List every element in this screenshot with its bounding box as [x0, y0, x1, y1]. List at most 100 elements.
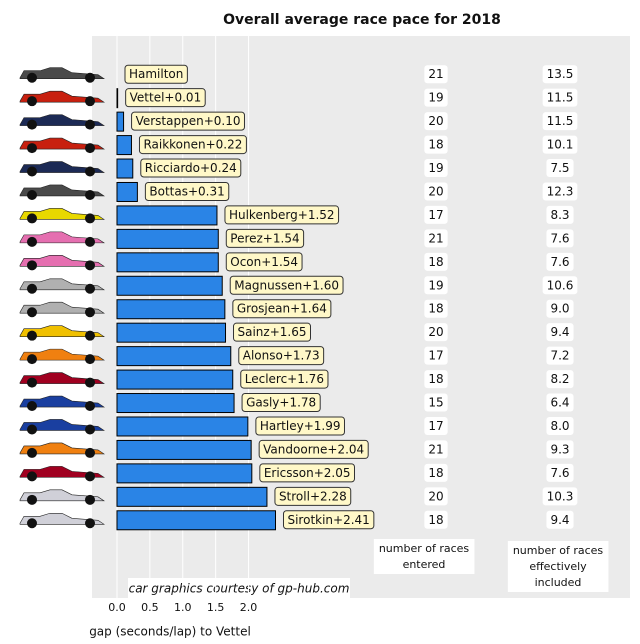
- column-header-line: included: [535, 576, 582, 589]
- data-label-box: [224, 205, 340, 225]
- races-entered: 18: [428, 255, 443, 269]
- races-included: 7.6: [550, 466, 569, 480]
- races-included: 7.2: [550, 349, 569, 363]
- races-included: 12.3: [547, 184, 574, 198]
- car-wheel: [85, 236, 95, 247]
- data-label-box: [144, 181, 230, 201]
- data-label-box: [124, 64, 188, 84]
- bar: [116, 369, 234, 390]
- races-included: 8.2: [550, 372, 569, 386]
- data-label-box: [125, 88, 206, 108]
- cell-box: [542, 112, 578, 131]
- cell-box: [546, 370, 574, 389]
- cell-box: [546, 205, 574, 224]
- races-entered: 18: [428, 138, 443, 152]
- data-label-box: [229, 275, 344, 295]
- cell-box: [424, 393, 448, 412]
- car-wheel: [27, 96, 37, 107]
- races-included: 9.4: [550, 513, 569, 527]
- car-body: [19, 301, 105, 314]
- cell-box: [546, 229, 574, 248]
- car-body: [19, 137, 105, 150]
- races-included: 11.5: [547, 114, 574, 128]
- cell-box: [546, 510, 574, 529]
- car-body: [19, 114, 105, 126]
- data-label-box: [225, 252, 303, 272]
- races-included: 7.5: [550, 161, 569, 175]
- data-label: Raikkonen+0.22: [143, 138, 242, 152]
- data-label: Bottas+0.31: [149, 184, 224, 198]
- data-label: Sirotkin+2.41: [287, 513, 369, 527]
- bar: [116, 346, 232, 367]
- cell-box: [542, 182, 578, 201]
- races-entered: 17: [428, 208, 443, 222]
- data-label-box: [131, 111, 245, 131]
- data-label: Hartley+1.99: [260, 419, 341, 433]
- data-label-box: [282, 510, 375, 530]
- car-wheel: [85, 119, 95, 130]
- races-entered: 19: [428, 278, 443, 292]
- car-wheel: [27, 166, 37, 177]
- column-header-box: [373, 539, 475, 574]
- car-wheel: [27, 377, 37, 388]
- bar: [116, 299, 226, 320]
- car-wheel: [27, 401, 37, 412]
- car-body: [19, 161, 105, 173]
- bar: [116, 111, 125, 132]
- x-axis-label: gap (seconds/lap) to Vettel: [89, 625, 251, 639]
- data-label: Ocon+1.54: [230, 255, 298, 269]
- bar: [116, 135, 132, 156]
- data-label: Verstappen+0.10: [136, 114, 241, 128]
- races-entered: 20: [428, 489, 443, 503]
- bar: [116, 416, 249, 437]
- car-wheel: [85, 143, 95, 154]
- car-wheel: [27, 260, 37, 271]
- data-label: Perez+1.54: [230, 231, 299, 245]
- column-header-line: number of races: [379, 542, 470, 555]
- cell-box: [542, 88, 578, 107]
- car-wheel: [85, 213, 95, 224]
- car-wheel: [85, 401, 95, 412]
- car-wheel: [85, 471, 95, 482]
- cell-box: [424, 346, 448, 365]
- car-wheel: [27, 424, 37, 435]
- caption: car graphics courtesy of gp-hub.com: [129, 582, 350, 596]
- races-included: 9.3: [550, 442, 569, 456]
- races-entered: 20: [428, 184, 443, 198]
- cell-box: [546, 346, 574, 365]
- car-wheel: [85, 96, 95, 107]
- bar: [116, 322, 227, 343]
- column-header-line: entered: [403, 558, 446, 571]
- races-entered: 17: [428, 349, 443, 363]
- cell-box: [546, 252, 574, 271]
- bar: [116, 228, 219, 249]
- cell-box: [424, 440, 448, 459]
- data-label: Sainz+1.65: [238, 325, 307, 339]
- car-wheel: [27, 494, 37, 505]
- car-wheel: [27, 447, 37, 458]
- bar: [116, 158, 134, 179]
- data-label-box: [232, 299, 332, 319]
- data-label-box: [238, 346, 325, 366]
- races-included: 11.5: [547, 91, 574, 105]
- car-body: [19, 67, 105, 80]
- data-label-box: [259, 463, 355, 483]
- data-label-box: [138, 135, 247, 155]
- cell-box: [546, 323, 574, 342]
- car-wheel: [85, 283, 95, 294]
- races-entered: 20: [428, 325, 443, 339]
- cell-box: [546, 299, 574, 318]
- car-body: [19, 278, 105, 291]
- races-included: 8.0: [550, 419, 569, 433]
- x-tick-label: 1.5: [207, 601, 225, 614]
- bar: [116, 393, 235, 414]
- column-header-line: effectively: [529, 560, 587, 573]
- car-wheel: [27, 213, 37, 224]
- races-entered: 19: [428, 91, 443, 105]
- car-body: [19, 184, 105, 197]
- car-body: [19, 208, 105, 220]
- column-header: number of races entered: [379, 542, 470, 571]
- cell-box: [546, 393, 574, 412]
- cell-box: [424, 88, 448, 107]
- cell-box: [542, 135, 578, 154]
